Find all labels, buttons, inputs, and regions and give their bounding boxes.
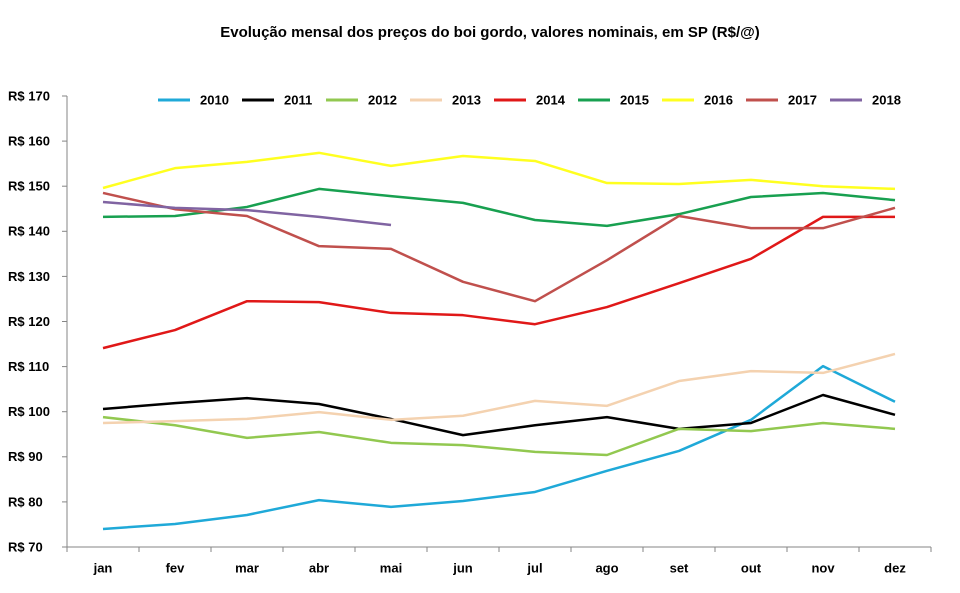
x-tick-label: mai xyxy=(380,560,402,575)
series-line xyxy=(102,187,896,228)
legend-label: 2017 xyxy=(788,92,817,107)
series-line xyxy=(102,393,896,437)
series-line xyxy=(102,364,896,531)
legend-label: 2015 xyxy=(620,92,649,107)
x-tick-label: jan xyxy=(93,560,113,575)
x-tick-label: mar xyxy=(235,560,259,575)
y-tick-label: R$ 70 xyxy=(8,539,43,554)
series-line xyxy=(102,415,896,457)
series-line xyxy=(102,352,896,425)
x-tick-label: jun xyxy=(452,560,473,575)
x-tick-label: fev xyxy=(166,560,186,575)
series-line xyxy=(102,200,392,227)
y-tick-label: R$ 170 xyxy=(8,88,50,103)
legend-label: 2016 xyxy=(704,92,733,107)
x-tick-label: set xyxy=(670,560,689,575)
legend-label: 2018 xyxy=(872,92,901,107)
y-tick-label: R$ 100 xyxy=(8,404,50,419)
series-line xyxy=(102,191,896,303)
legend-label: 2013 xyxy=(452,92,481,107)
legend-label: 2012 xyxy=(368,92,397,107)
legend-label: 2010 xyxy=(200,92,229,107)
x-tick-label: jul xyxy=(526,560,542,575)
series-line xyxy=(102,215,895,350)
y-tick-label: R$ 110 xyxy=(8,359,49,374)
y-tick-label: R$ 80 xyxy=(8,494,43,509)
x-tick-label: ago xyxy=(595,560,618,575)
series-line xyxy=(102,151,896,191)
y-tick-label: R$ 90 xyxy=(8,449,43,464)
legend-label: 2014 xyxy=(536,92,566,107)
x-tick-label: nov xyxy=(811,560,835,575)
y-tick-label: R$ 140 xyxy=(8,224,50,239)
chart-title: Evolução mensal dos preços do boi gordo,… xyxy=(220,24,759,41)
x-tick-label: abr xyxy=(309,560,329,575)
y-tick-label: R$ 130 xyxy=(8,269,50,284)
x-tick-label: dez xyxy=(884,560,906,575)
y-tick-label: R$ 120 xyxy=(8,314,50,329)
x-tick-label: out xyxy=(741,560,762,575)
y-tick-label: R$ 160 xyxy=(8,134,50,149)
y-tick-label: R$ 150 xyxy=(8,179,50,194)
legend-label: 2011 xyxy=(284,92,312,107)
